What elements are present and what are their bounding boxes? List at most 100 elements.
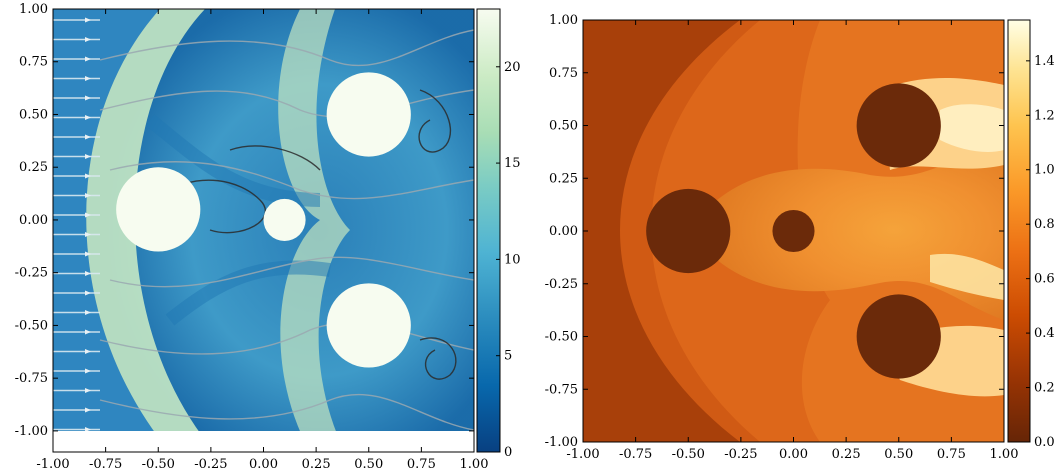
left-colorbar-tick-label: 5 [504,349,512,364]
right-x-tick-label: 1.00 [990,447,1019,462]
right-x-tick-label: 0.75 [937,447,966,462]
left-streamline-arrow [85,17,91,23]
left-streamline-arrow [85,173,91,179]
right-x-tick-label: -0.75 [619,447,652,462]
right-x-tick-label: -0.50 [672,447,705,462]
left-x-tick-label: -0.50 [142,457,175,472]
left-axis-ticks: -1.00 -0.75 -0.50 -0.25 0.00 0.25 0.50 0.75 1.00… [15,2,489,472]
right-colorbar-tick-label: 0.4 [1034,326,1055,341]
left-x-tick-label: -0.25 [194,457,227,472]
left-colorbar-tick-label: 15 [504,156,521,171]
right-peak-mid [930,253,1004,300]
left-x-tick-label: 0.00 [249,457,278,472]
left-streamline-arrow [85,310,91,315]
right-colorbar-tick-label: 1.2 [1034,108,1055,123]
right-colorbar-tick-label: 0.0 [1034,435,1055,450]
right-y-tick-label: 0.75 [549,66,578,81]
right-y-tick-label: 0.00 [549,224,578,239]
right-y-tick-label: -0.25 [545,277,578,292]
left-streamline [418,89,451,153]
right-axis-ticks: -1.00 -0.75 -0.50 -0.25 0.00 0.25 0.50 0.75 1.00… [545,13,1019,462]
left-y-tick-label: -0.50 [15,318,48,333]
left-obstacles [116,72,411,368]
left-streamline-arrow [85,95,91,101]
right-colorbar-tick-label: 1.0 [1034,163,1055,178]
left-colorbar-tick-label: 20 [504,60,521,75]
right-x-tick-label: -0.25 [724,447,757,462]
right-obstacles [646,83,941,379]
left-y-tick-label: -0.25 [15,266,48,281]
right-wake [690,140,1004,320]
left-streamline-arrow [85,271,91,276]
left-x-tick-label: 0.25 [302,457,331,472]
left-streamline-arrow [85,134,91,140]
left-streamline-arrow [85,290,91,296]
left-y-tick-label: 0.00 [19,213,48,228]
left-streamline-arrow [85,212,91,218]
left-streamline-arrow [85,349,91,354]
left-streamline-arrow [85,193,91,198]
left-streamline-arrow [85,427,91,432]
left-streamline [229,145,321,171]
left-streamline [99,393,474,431]
right-y-tick-label: -0.75 [545,382,578,397]
right-colorbar [1007,19,1031,443]
left-streamline-arrow [85,76,91,81]
right-y-tick-label: -1.00 [545,435,578,450]
left-streamline-arrow [85,368,91,374]
left-field [53,9,474,452]
left-y-tick-label: -0.75 [15,371,48,386]
right-field [583,20,1004,442]
left-obstacle-disk [263,198,306,242]
left-x-tick-label: -1.00 [36,457,69,472]
left-streamline-arrow [85,251,91,257]
right-peak-top [940,104,1004,152]
right-y-tick-label: 0.50 [549,119,578,134]
left-colorbar-ticks: 0 5 10 15 20 [496,60,521,460]
right-x-tick-label: 0.50 [884,447,913,462]
left-streamline [99,322,474,355]
left-x-tick-label: 1.00 [460,457,489,472]
left-streamlines [53,17,474,432]
left-colorbar-tick-label: 10 [504,252,521,267]
left-y-tick-label: 0.25 [19,160,48,175]
left-streamline-arrow [85,154,91,159]
left-streamline [109,161,474,200]
right-x-tick-label: 0.00 [779,447,808,462]
right-heatmap-panel: -1.00 -0.75 -0.50 -0.25 0.00 0.25 0.50 0.75 1.00… [545,13,1055,462]
left-streamline [99,29,474,67]
left-obstacle-disk [326,72,411,157]
left-streamline-arrow [85,388,91,393]
left-bow-shock [86,9,215,452]
right-y-tick-label: 1.00 [549,13,578,28]
left-streamline-arrow [85,232,91,237]
left-x-tick-label: 0.50 [354,457,383,472]
right-colorbar-tick-label: 0.6 [1034,272,1055,287]
right-x-tick-label: -1.00 [566,447,599,462]
left-y-tick-label: 0.50 [19,107,48,122]
left-x-tick-label: -0.75 [89,457,122,472]
left-streamline [159,179,267,234]
right-y-tick-label: 0.25 [549,171,578,186]
right-colorbar-tick-label: 0.8 [1034,217,1055,232]
left-empty-strip [53,431,474,452]
right-obstacle-disk [856,83,941,168]
left-obstacle-disk [326,283,411,368]
right-colorbar-tick-label: 1.4 [1034,54,1055,69]
right-y-tick-label: -0.50 [545,330,578,345]
right-colorbar-tick-label: 0.2 [1034,381,1055,396]
left-streamline-arrow [85,37,91,42]
left-colorbar-tick-label: 0 [504,445,512,460]
left-y-tick-label: 0.75 [19,55,48,70]
left-y-tick-label: -1.00 [15,424,48,439]
left-streamline [109,256,474,288]
left-streamline-arrow [85,56,91,62]
right-x-tick-label: 0.25 [832,447,861,462]
left-y-tick-label: 1.00 [19,2,48,17]
left-streamline-arrow [85,115,91,120]
left-colorbar [476,8,501,453]
left-secondary-shock [278,9,350,452]
right-colorbar-ticks: 0.0 0.2 0.4 0.6 0.8 1.0 1.2 1.4 [1026,54,1055,450]
right-obstacle-disk [856,294,941,379]
